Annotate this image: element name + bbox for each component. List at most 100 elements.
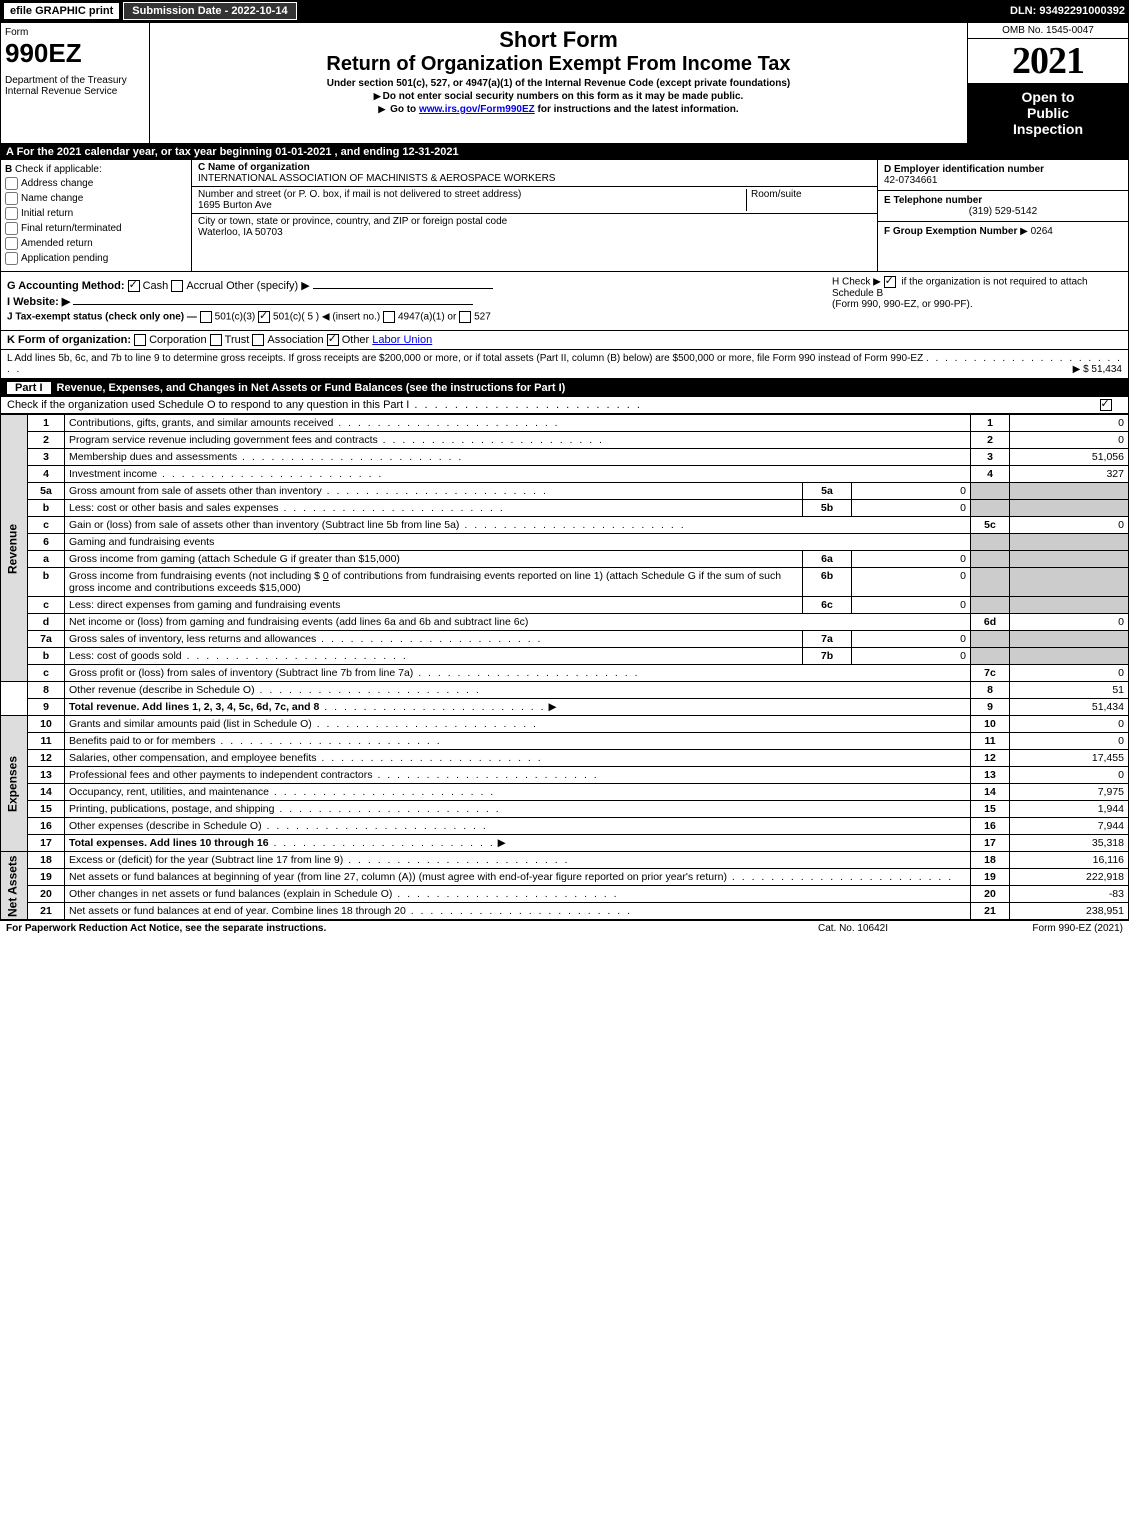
ln14-ref: 14 bbox=[971, 784, 1010, 801]
ln9-ref: 9 bbox=[971, 699, 1010, 716]
ln5a-sub: 5a bbox=[803, 483, 852, 500]
ln12-num: 12 bbox=[28, 750, 65, 767]
ln5b-amt: 0 bbox=[852, 500, 971, 517]
ln20-text: Other changes in net assets or fund bala… bbox=[69, 888, 619, 900]
ln11-text: Benefits paid to or for members bbox=[69, 735, 442, 747]
revenue-table: Revenue 1 Contributions, gifts, grants, … bbox=[0, 414, 1129, 920]
h-text3: (Form 990, 990-EZ, or 990-PF). bbox=[832, 299, 973, 310]
addr-change-label: Address change bbox=[21, 178, 93, 189]
501c-label: 501(c)( 5 ) ◀ (insert no.) bbox=[273, 312, 380, 323]
ln12-ref: 12 bbox=[971, 750, 1010, 767]
chk-527[interactable] bbox=[459, 311, 471, 323]
irs-label: Internal Revenue Service bbox=[5, 86, 145, 97]
ln15-ref: 15 bbox=[971, 801, 1010, 818]
ln7c-amt: 0 bbox=[1010, 665, 1129, 682]
efile-print-label[interactable]: efile GRAPHIC print bbox=[4, 3, 119, 19]
ln18-ref: 18 bbox=[971, 852, 1010, 869]
ln6a-sub: 6a bbox=[803, 551, 852, 568]
4947-label: 4947(a)(1) or bbox=[398, 312, 456, 323]
form-header: Form 990EZ Department of the Treasury In… bbox=[0, 22, 1129, 144]
ln5c-num: c bbox=[28, 517, 65, 534]
chk-final-return[interactable]: Final return/terminated bbox=[5, 222, 187, 235]
ln6b-text: Gross income from fundraising events (no… bbox=[65, 568, 803, 597]
ln7b-amt: 0 bbox=[852, 648, 971, 665]
other-org-value[interactable]: Labor Union bbox=[372, 334, 432, 346]
page-footer: For Paperwork Reduction Act Notice, see … bbox=[0, 920, 1129, 936]
section-d-e-f: D Employer identification number 42-0734… bbox=[877, 160, 1128, 271]
ln10-amt: 0 bbox=[1010, 716, 1129, 733]
chk-address-change[interactable]: Address change bbox=[5, 177, 187, 190]
ln4-num: 4 bbox=[28, 466, 65, 483]
ln19-amt: 222,918 bbox=[1010, 869, 1129, 886]
side-spacer bbox=[1, 682, 28, 716]
name-change-label: Name change bbox=[21, 193, 83, 204]
room-label: Room/suite bbox=[751, 189, 871, 200]
chk-accrual[interactable] bbox=[171, 280, 183, 292]
ln8-num: 8 bbox=[28, 682, 65, 699]
ln6a-num: a bbox=[28, 551, 65, 568]
chk-initial-return[interactable]: Initial return bbox=[5, 207, 187, 220]
ln1-amt: 0 bbox=[1010, 415, 1129, 432]
final-return-label: Final return/terminated bbox=[21, 223, 122, 234]
under-section: Under section 501(c), 527, or 4947(a)(1)… bbox=[154, 78, 963, 89]
corp-label: Corporation bbox=[149, 334, 206, 346]
i-label: I Website: ▶ bbox=[7, 296, 70, 308]
chk-501c[interactable] bbox=[258, 311, 270, 323]
ln17-ref: 17 bbox=[971, 835, 1010, 852]
tax-year: 2021 bbox=[968, 39, 1128, 83]
street-value: 1695 Burton Ave bbox=[198, 200, 746, 211]
ln10-text: Grants and similar amounts paid (list in… bbox=[69, 718, 538, 730]
open-line-3: Inspection bbox=[972, 121, 1124, 137]
chk-amended-return[interactable]: Amended return bbox=[5, 237, 187, 250]
ln20-ref: 20 bbox=[971, 886, 1010, 903]
chk-schedule-b[interactable] bbox=[884, 276, 896, 288]
trust-label: Trust bbox=[225, 334, 250, 346]
b-label: B bbox=[5, 164, 12, 175]
ln18-num: 18 bbox=[28, 852, 65, 869]
501c3-label: 501(c)(3) bbox=[215, 312, 256, 323]
chk-other-org[interactable] bbox=[327, 334, 339, 346]
row-a-tax-year: A For the 2021 calendar year, or tax yea… bbox=[0, 144, 1129, 160]
website-line bbox=[73, 304, 473, 305]
chk-501c3[interactable] bbox=[200, 311, 212, 323]
ln20-num: 20 bbox=[28, 886, 65, 903]
city-label: City or town, state or province, country… bbox=[198, 216, 871, 227]
chk-app-pending[interactable]: Application pending bbox=[5, 252, 187, 265]
ln11-num: 11 bbox=[28, 733, 65, 750]
ein-label: D Employer identification number bbox=[884, 164, 1122, 175]
chk-corp[interactable] bbox=[134, 334, 146, 346]
chk-cash[interactable] bbox=[128, 280, 140, 292]
ln6a-amt: 0 bbox=[852, 551, 971, 568]
row-i: I Website: ▶ bbox=[7, 295, 832, 308]
ln12-text: Salaries, other compensation, and employ… bbox=[69, 752, 543, 764]
ln21-amt: 238,951 bbox=[1010, 903, 1129, 920]
group-exempt-value: ▶ 0264 bbox=[1020, 226, 1053, 237]
ln7a-grey2 bbox=[1010, 631, 1129, 648]
initial-return-label: Initial return bbox=[21, 208, 73, 219]
ln16-ref: 16 bbox=[971, 818, 1010, 835]
ln21-text: Net assets or fund balances at end of ye… bbox=[69, 905, 632, 917]
chk-schedule-o[interactable] bbox=[1092, 399, 1122, 411]
ln18-amt: 16,116 bbox=[1010, 852, 1129, 869]
ln8-text: Other revenue (describe in Schedule O) bbox=[69, 684, 481, 696]
header-middle: Short Form Return of Organization Exempt… bbox=[150, 23, 967, 143]
ln7b-sub: 7b bbox=[803, 648, 852, 665]
ln15-num: 15 bbox=[28, 801, 65, 818]
chk-4947[interactable] bbox=[383, 311, 395, 323]
ln17-amt: 35,318 bbox=[1010, 835, 1129, 852]
phone-cell: E Telephone number (319) 529-5142 bbox=[878, 191, 1128, 222]
side-expenses: Expenses bbox=[1, 716, 28, 852]
chk-trust[interactable] bbox=[210, 334, 222, 346]
ein-value: 42-0734661 bbox=[884, 175, 1122, 186]
chk-name-change[interactable]: Name change bbox=[5, 192, 187, 205]
ln6d-num: d bbox=[28, 614, 65, 631]
irs-link[interactable]: www.irs.gov/Form990EZ bbox=[419, 104, 535, 115]
ln16-amt: 7,944 bbox=[1010, 818, 1129, 835]
ln9-num: 9 bbox=[28, 699, 65, 716]
chk-assoc[interactable] bbox=[252, 334, 264, 346]
ein-cell: D Employer identification number 42-0734… bbox=[878, 160, 1128, 191]
ln13-ref: 13 bbox=[971, 767, 1010, 784]
ln13-amt: 0 bbox=[1010, 767, 1129, 784]
ln4-amt: 327 bbox=[1010, 466, 1129, 483]
goto-pre: Go to bbox=[390, 104, 419, 115]
